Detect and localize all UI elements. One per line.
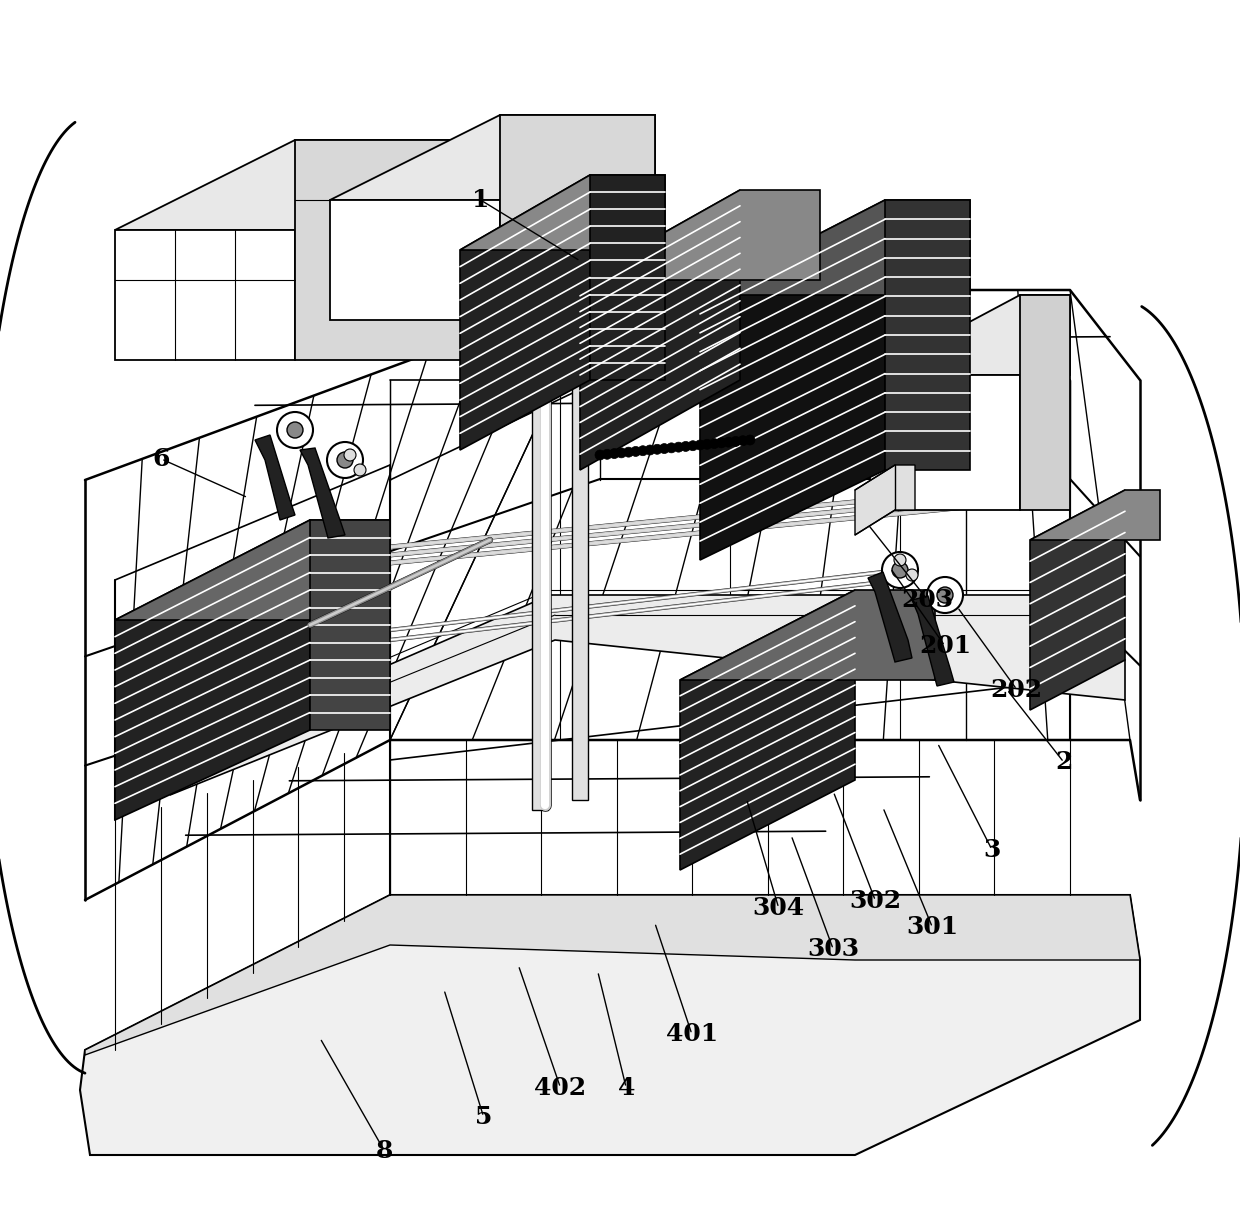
Polygon shape <box>81 895 1140 1155</box>
Polygon shape <box>580 191 740 470</box>
Polygon shape <box>572 340 588 800</box>
Circle shape <box>616 448 626 458</box>
Polygon shape <box>310 520 391 730</box>
Circle shape <box>709 438 719 448</box>
Circle shape <box>894 554 906 566</box>
Text: 301: 301 <box>906 915 959 940</box>
Polygon shape <box>86 895 1140 1055</box>
Text: 304: 304 <box>753 896 805 920</box>
Circle shape <box>694 439 706 450</box>
Polygon shape <box>170 595 1125 795</box>
Text: 401: 401 <box>666 1022 718 1046</box>
Polygon shape <box>580 191 820 280</box>
Polygon shape <box>1021 295 1070 510</box>
Circle shape <box>702 439 712 449</box>
Circle shape <box>286 422 303 438</box>
Circle shape <box>595 450 605 460</box>
Polygon shape <box>330 200 500 320</box>
Polygon shape <box>1030 490 1159 540</box>
Polygon shape <box>255 435 295 520</box>
Circle shape <box>681 442 691 452</box>
Circle shape <box>637 446 647 455</box>
Text: 6: 6 <box>153 447 170 471</box>
Polygon shape <box>330 115 655 200</box>
Circle shape <box>688 441 698 450</box>
Polygon shape <box>295 140 490 361</box>
Polygon shape <box>532 350 548 810</box>
Circle shape <box>882 552 918 588</box>
Circle shape <box>624 447 634 458</box>
Polygon shape <box>856 465 915 535</box>
Circle shape <box>724 437 734 447</box>
Circle shape <box>645 446 655 455</box>
Text: 302: 302 <box>849 889 901 913</box>
Text: 5: 5 <box>475 1105 492 1129</box>
Text: 3: 3 <box>983 838 1001 862</box>
Circle shape <box>666 443 677 453</box>
Text: 4: 4 <box>618 1076 635 1100</box>
Text: 202: 202 <box>991 677 1043 702</box>
Text: 2: 2 <box>1055 750 1073 775</box>
Polygon shape <box>868 572 911 662</box>
Circle shape <box>631 447 641 456</box>
Circle shape <box>892 562 908 578</box>
Polygon shape <box>115 520 391 620</box>
Polygon shape <box>460 175 665 250</box>
Text: 201: 201 <box>919 634 971 658</box>
Polygon shape <box>300 448 345 538</box>
Circle shape <box>673 442 683 452</box>
Circle shape <box>277 412 312 448</box>
Polygon shape <box>590 175 665 380</box>
Polygon shape <box>115 520 310 819</box>
Circle shape <box>353 464 366 476</box>
Polygon shape <box>680 590 856 870</box>
Polygon shape <box>701 200 970 295</box>
Circle shape <box>327 442 363 478</box>
Circle shape <box>738 436 748 446</box>
Text: 203: 203 <box>901 588 954 612</box>
Polygon shape <box>701 200 885 560</box>
Circle shape <box>937 588 954 603</box>
Polygon shape <box>911 596 954 686</box>
Polygon shape <box>870 295 1070 375</box>
Polygon shape <box>870 375 1021 510</box>
Text: 303: 303 <box>807 937 859 961</box>
Polygon shape <box>115 229 295 361</box>
Polygon shape <box>460 175 590 450</box>
Circle shape <box>717 438 727 448</box>
Circle shape <box>906 569 918 582</box>
Polygon shape <box>500 115 655 320</box>
Polygon shape <box>885 200 970 470</box>
Circle shape <box>745 435 755 446</box>
Polygon shape <box>1030 490 1125 710</box>
Circle shape <box>660 443 670 454</box>
Circle shape <box>730 436 740 447</box>
Circle shape <box>343 449 356 461</box>
Text: 1: 1 <box>472 188 490 212</box>
Circle shape <box>652 444 662 454</box>
Text: 8: 8 <box>376 1139 393 1163</box>
Circle shape <box>603 449 613 459</box>
Circle shape <box>337 452 353 469</box>
Polygon shape <box>115 140 490 229</box>
Circle shape <box>609 448 619 459</box>
Text: 402: 402 <box>534 1076 587 1100</box>
Polygon shape <box>680 590 935 680</box>
Circle shape <box>928 577 963 613</box>
